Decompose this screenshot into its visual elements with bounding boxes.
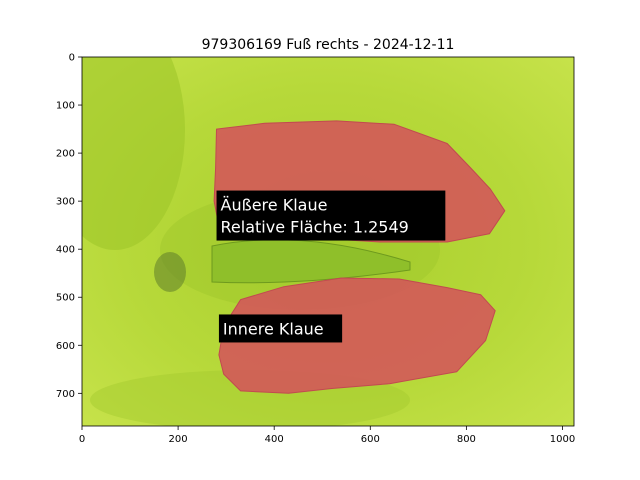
annotation-layer: Äußere Klaue Relative Fläche: 1.2549 Inner… (216, 190, 446, 343)
image-area: Äußere Klaue Relative Fläche: 1.2549 Inner… (82, 57, 574, 426)
y-tick-label: 400 (56, 245, 75, 256)
annotation-label: Relative Fläche: 1.2549 (221, 218, 409, 237)
x-tick-label: 1000 (550, 434, 575, 445)
x-tick-label: 600 (361, 434, 380, 445)
annotation-box (216, 190, 446, 241)
chart-title: 979306169 Fuß rechts - 2024-12-11 (202, 37, 455, 53)
y-tick-label: 0 (69, 53, 75, 64)
y-tick-label: 600 (56, 341, 75, 352)
x-axis: 0 200 400 600 800 1000 (79, 426, 575, 445)
dark-tissue (154, 252, 186, 292)
annotation-label: Innere Klaue (223, 319, 324, 338)
inner-claw-mask (218, 277, 496, 394)
axes-frame (81, 56, 575, 427)
x-tick-label: 200 (169, 434, 188, 445)
annotation-0: Äußere Klaue Relative Fläche: 1.2549 (216, 190, 446, 241)
annotation-label: Äußere Klaue (221, 196, 328, 215)
y-tick-label: 100 (56, 101, 75, 112)
x-tick-label: 400 (265, 434, 284, 445)
x-tick-label: 800 (457, 434, 476, 445)
photo-shadow-left (82, 57, 185, 250)
y-tick-label: 200 (56, 149, 75, 160)
y-tick-label: 300 (56, 197, 75, 208)
annotation-1: Innere Klaue (218, 314, 343, 343)
annotation-box (218, 314, 343, 343)
x-tick-label: 0 (79, 434, 85, 445)
y-axis: 0 100 200 300 400 500 600 700 (56, 53, 82, 400)
y-tick-label: 500 (56, 293, 75, 304)
y-tick-label: 700 (56, 389, 75, 400)
